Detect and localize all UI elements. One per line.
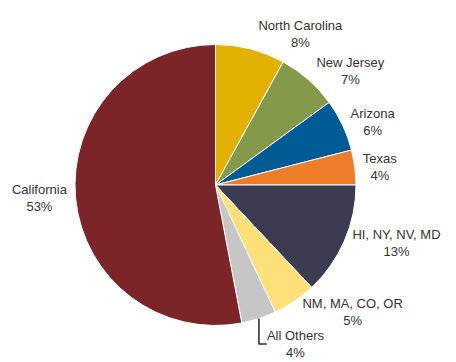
- svg-text:All Others4%: All Others4%: [267, 328, 325, 360]
- svg-text:HI, NY, NV, MD13%: HI, NY, NV, MD13%: [352, 227, 440, 259]
- svg-text:Texas4%: Texas4%: [363, 151, 397, 183]
- svg-text:NM, MA, CO, OR5%: NM, MA, CO, OR5%: [302, 296, 402, 328]
- svg-text:Arizona6%: Arizona6%: [351, 106, 396, 138]
- svg-text:New Jersey7%: New Jersey7%: [316, 55, 384, 87]
- svg-text:North Carolina8%: North Carolina8%: [258, 18, 343, 50]
- svg-text:California53%: California53%: [12, 182, 68, 214]
